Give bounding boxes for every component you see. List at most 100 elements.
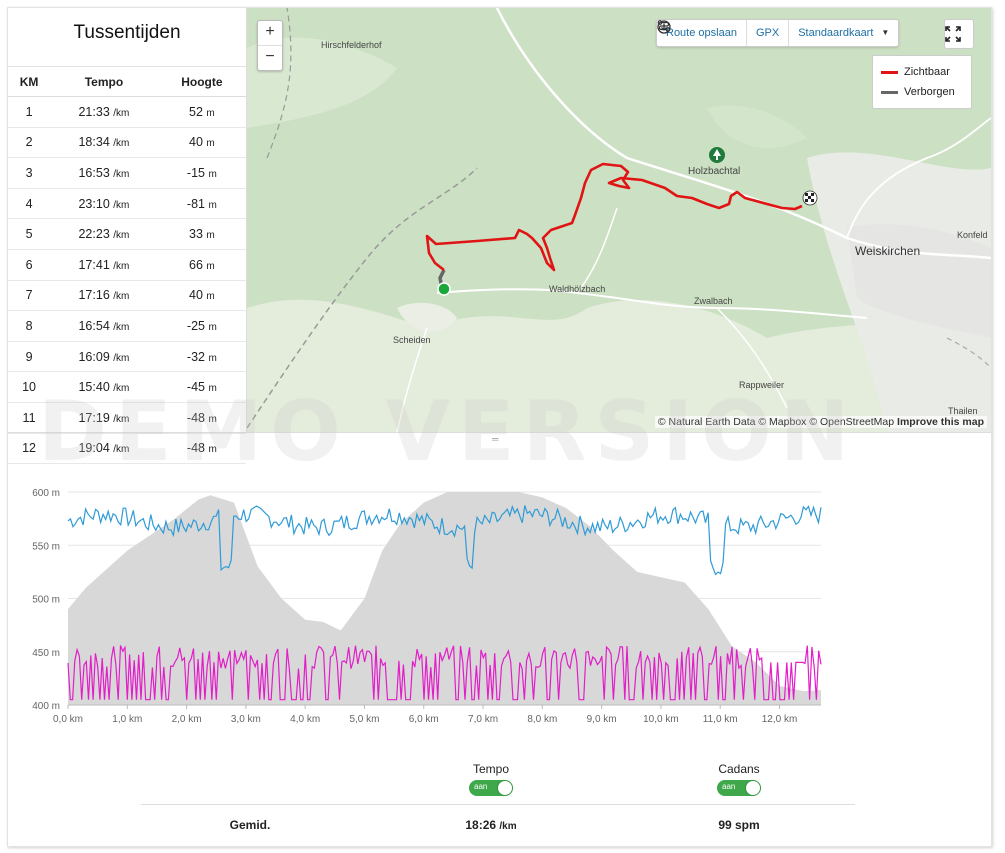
split-hoogte-value: 40 xyxy=(189,288,203,303)
split-hoogte-unit: m xyxy=(208,352,217,364)
split-tempo: 19:04 /km xyxy=(50,433,158,465)
legend-visible-label: Zichtbaar xyxy=(904,66,950,78)
route-map[interactable]: Hirschfelderhof Holzbachtal Weiskirchen … xyxy=(247,8,991,432)
split-hoogte-unit: m xyxy=(208,383,217,395)
split-hoogte-unit: m xyxy=(208,413,217,425)
gpx-label: GPX xyxy=(755,27,780,39)
split-tempo: 16:09 /km xyxy=(50,341,158,373)
save-route-button[interactable]: Route opslaan xyxy=(657,20,747,46)
split-tempo-value: 16:09 xyxy=(78,349,110,364)
download-icon xyxy=(657,20,671,34)
split-tempo-value: 16:53 xyxy=(78,165,110,180)
x-tick-label: 4,0 km xyxy=(290,714,320,725)
split-tempo-value: 21:33 xyxy=(78,104,110,119)
average-tempo-unit: /km xyxy=(499,821,517,832)
x-tick-label: 12,0 km xyxy=(762,714,798,725)
map-canvas xyxy=(247,8,991,432)
split-tempo-unit: /km xyxy=(113,352,130,364)
split-row: 7 17:16 /km 40 m xyxy=(8,280,246,312)
split-tempo: 17:19 /km xyxy=(50,402,158,434)
x-tick-label: 10,0 km xyxy=(643,714,679,725)
y-tick-label: 400 m xyxy=(32,701,60,712)
split-tempo-unit: /km xyxy=(113,413,130,425)
split-km: 2 xyxy=(8,127,51,159)
legend-visible[interactable]: Zichtbaar xyxy=(881,62,963,82)
improve-map-link[interactable]: Improve this map xyxy=(897,416,984,428)
app-frame: Tussentijden KM Tempo Hoogte 1 21:33 /km 5… xyxy=(7,7,992,847)
legend-swatch-hidden xyxy=(881,90,898,94)
col-km: KM xyxy=(8,67,51,97)
summary-divider xyxy=(141,804,855,805)
splits-table: KM Tempo Hoogte 1 21:33 /km 52 m 2 18:34 /km… xyxy=(8,67,246,465)
split-km: 3 xyxy=(8,157,51,189)
splits-title: Tussentijden xyxy=(8,8,246,67)
split-hoogte: -81 m xyxy=(157,188,246,220)
place-waldholzbach: Waldhölzbach xyxy=(549,284,606,294)
tempo-label: Tempo xyxy=(472,762,510,776)
split-tempo-unit: /km xyxy=(113,107,130,119)
col-tempo: Tempo xyxy=(50,67,158,97)
split-hoogte-value: -32 xyxy=(186,349,205,364)
splits-panel: Tussentijden KM Tempo Hoogte 1 21:33 /km 5… xyxy=(8,8,247,465)
split-tempo: 17:41 /km xyxy=(50,249,158,281)
attribution-text: © Natural Earth Data © Mapbox © OpenStre… xyxy=(657,416,895,428)
split-row: 2 18:34 /km 40 m xyxy=(8,127,246,159)
map-style-label: Standaardkaart xyxy=(798,27,874,39)
split-tempo-unit: /km xyxy=(113,138,130,150)
zoom-out-button[interactable]: − xyxy=(258,45,282,70)
split-hoogte-value: -81 xyxy=(186,196,205,211)
legend-hidden[interactable]: Verborgen xyxy=(881,82,963,102)
split-tempo-value: 23:10 xyxy=(78,196,110,211)
toggle-knob xyxy=(746,781,760,795)
split-hoogte: -32 m xyxy=(157,341,246,373)
split-row: 11 17:19 /km -48 m xyxy=(8,402,246,434)
cadans-toggle[interactable]: aan xyxy=(717,780,761,796)
place-konfeld: Konfeld xyxy=(957,230,988,240)
split-tempo-unit: /km xyxy=(113,168,130,180)
split-tempo-value: 22:23 xyxy=(78,227,110,242)
split-km: 11 xyxy=(8,402,51,434)
drag-handle-icon[interactable]: ═ xyxy=(492,434,499,444)
split-tempo-value: 18:34 xyxy=(78,135,110,150)
split-tempo-value: 19:04 xyxy=(78,441,110,456)
split-hoogte-value: -48 xyxy=(186,410,205,425)
split-hoogte-value: -25 xyxy=(186,318,205,333)
split-row: 4 23:10 /km -81 m xyxy=(8,188,246,220)
start-marker-icon[interactable] xyxy=(437,282,451,296)
split-tempo: 22:23 /km xyxy=(50,218,158,250)
split-hoogte-unit: m xyxy=(208,444,217,456)
split-hoogte-unit: m xyxy=(208,199,217,211)
y-tick-label: 550 m xyxy=(32,541,60,552)
park-tree-icon xyxy=(709,147,725,163)
map-style-dropdown[interactable]: Standaardkaart ▼ xyxy=(789,20,898,46)
split-hoogte-value: -45 xyxy=(186,380,205,395)
panel-divider[interactable]: ═ xyxy=(8,432,991,444)
split-km: 10 xyxy=(8,371,51,403)
legend-swatch-visible xyxy=(881,70,898,74)
split-km: 12 xyxy=(8,433,51,465)
cadans-toggle-text: aan xyxy=(722,782,736,791)
split-hoogte: -25 m xyxy=(157,310,246,342)
split-hoogte-unit: m xyxy=(208,321,217,333)
split-tempo: 16:53 /km xyxy=(50,157,158,189)
zoom-in-button[interactable]: + xyxy=(265,23,275,40)
x-tick-label: 6,0 km xyxy=(409,714,439,725)
split-tempo-unit: /km xyxy=(113,260,130,272)
split-hoogte-value: 33 xyxy=(189,227,203,242)
x-tick-label: 2,0 km xyxy=(172,714,202,725)
x-tick-label: 0,0 km xyxy=(53,714,83,725)
split-hoogte-value: 66 xyxy=(189,257,203,272)
place-holzbachtal: Holzbachtal xyxy=(688,166,741,177)
split-tempo: 15:40 /km xyxy=(50,371,158,403)
split-row: 1 21:33 /km 52 m xyxy=(8,96,246,128)
tempo-toggle[interactable]: aan xyxy=(469,780,513,796)
split-hoogte: -45 m xyxy=(157,371,246,403)
place-hirschfelderhof: Hirschfelderhof xyxy=(321,40,382,50)
split-tempo-unit: /km xyxy=(113,444,130,456)
finish-flag-icon[interactable] xyxy=(802,190,818,206)
gpx-button[interactable]: GPX xyxy=(657,20,790,46)
y-tick-label: 450 m xyxy=(32,648,60,659)
split-tempo-value: 15:40 xyxy=(78,380,110,395)
x-tick-label: 3,0 km xyxy=(231,714,261,725)
fullscreen-button[interactable] xyxy=(944,19,974,49)
